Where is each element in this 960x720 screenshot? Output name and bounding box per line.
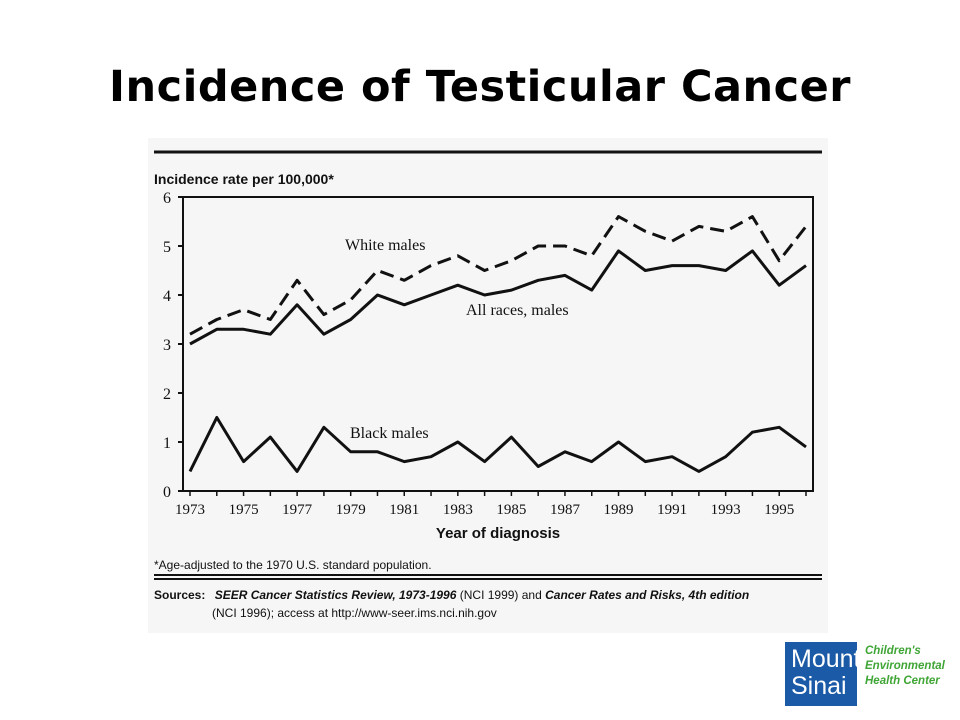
x-axis-ticks: 1973 1975 1977 1979 1981 1983 1985 1987 1989 1991… bbox=[175, 491, 807, 518]
chart-figure-background bbox=[148, 138, 828, 633]
y-tick-label: 6 bbox=[163, 190, 171, 207]
series-label-all-races-males: All races, males bbox=[466, 302, 569, 319]
series-label-white-males: White males bbox=[345, 237, 425, 254]
mount-sinai-logo: Mount Sinai Children's Environmental Hea… bbox=[785, 642, 960, 707]
x-tick-label: 1975 bbox=[229, 502, 259, 518]
y-tick-label: 1 bbox=[163, 435, 171, 452]
series-line-2 bbox=[188, 416, 807, 473]
x-tick-label: 1995 bbox=[764, 502, 794, 518]
slide-title: Incidence of Testicular Cancer bbox=[109, 62, 851, 112]
x-axis-title: Year of diagnosis bbox=[436, 525, 560, 542]
sources-line-1: Sources: SEER Cancer Statistics Review, … bbox=[154, 588, 749, 602]
x-tick-label: 1991 bbox=[657, 502, 687, 518]
series-lines bbox=[188, 215, 808, 473]
y-axis-title: Incidence rate per 100,000* bbox=[154, 171, 334, 187]
logo-text-2: Environmental bbox=[865, 660, 945, 672]
sources-title-1: SEER Cancer Statistics Review, 1973-1996 bbox=[215, 588, 457, 602]
series-line-0 bbox=[189, 215, 808, 336]
series-line-1 bbox=[189, 249, 807, 346]
y-tick-label: 2 bbox=[163, 386, 171, 403]
logo-box: Mount Sinai bbox=[785, 642, 861, 706]
y-tick-label: 4 bbox=[163, 288, 171, 305]
x-tick-label: 1987 bbox=[550, 502, 581, 518]
x-tick-label: 1981 bbox=[389, 502, 419, 518]
x-tick-label: 1979 bbox=[336, 502, 366, 518]
y-tick-label: 5 bbox=[163, 239, 171, 256]
sources-title-2: Cancer Rates and Risks, 4th edition bbox=[545, 588, 749, 602]
x-tick-label: 1993 bbox=[711, 502, 741, 518]
sources-line-2: (NCI 1996); access at http://www-seer.im… bbox=[212, 606, 497, 620]
y-axis-ticks: 0 1 2 3 4 5 6 bbox=[163, 190, 183, 501]
logo-text: Children's Environmental Health Center bbox=[865, 644, 960, 689]
x-tick-label: 1985 bbox=[496, 502, 526, 518]
y-tick-label: 3 bbox=[163, 337, 171, 354]
logo-text-1: Children's bbox=[865, 645, 921, 657]
x-tick-label: 1977 bbox=[282, 502, 313, 518]
series-label-black-males: Black males bbox=[350, 425, 429, 442]
x-tick-label: 1983 bbox=[443, 502, 473, 518]
logo-text-3: Health Center bbox=[865, 675, 940, 687]
sources-label: Sources: bbox=[154, 588, 205, 602]
footnote: *Age-adjusted to the 1970 U.S. standard … bbox=[154, 558, 432, 572]
logo-line-1: Mount bbox=[791, 645, 861, 673]
y-tick-label: 0 bbox=[163, 484, 171, 501]
line-chart: Incidence rate per 100,000* 0 1 2 3 4 5 6 1973… bbox=[154, 150, 822, 620]
logo-line-2: Sinai bbox=[791, 672, 847, 700]
x-tick-label: 1989 bbox=[604, 502, 634, 518]
sources-connector: (NCI 1999) and bbox=[460, 588, 545, 602]
x-tick-label: 1973 bbox=[175, 502, 205, 518]
